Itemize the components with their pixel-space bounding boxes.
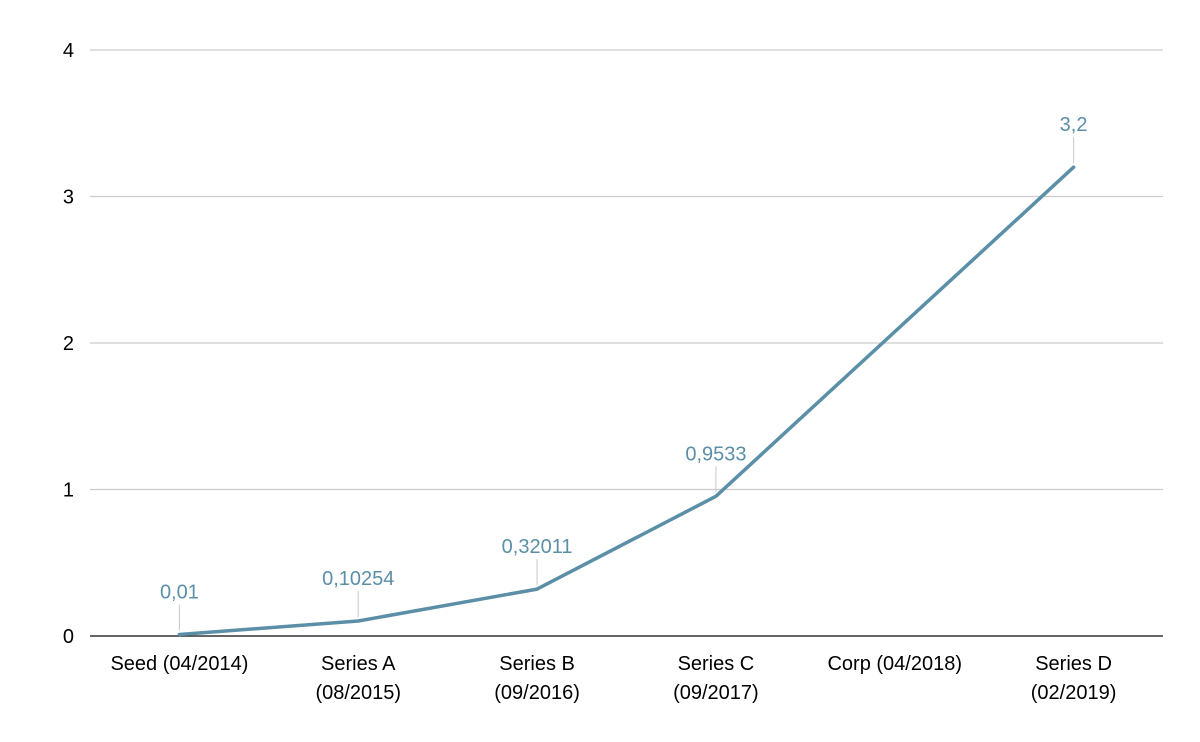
data-label: 0,9533 [685,443,746,465]
x-tick-label: Corp (04/2018) [827,653,962,675]
series-line-0 [177,165,1076,637]
y-tick-label: 4 [63,40,74,62]
y-tick-label: 2 [63,333,74,355]
y-tick-label: 0 [63,626,74,648]
series-lines [177,165,1076,637]
data-label: 0,01 [160,582,199,604]
y-tick-label: 3 [63,187,74,209]
data-label: 0,10254 [322,568,394,590]
data-label-leaders [178,137,1075,631]
x-tick-label: Seed (04/2014) [110,653,248,675]
grid-lines [90,49,1163,491]
x-tick-label: Series B (09/2016) [494,653,580,704]
x-axis-ticks: Seed (04/2014) Series A (08/2015) Series B(… [110,653,1116,704]
x-tick-label: Series C (09/2017) [673,653,759,704]
data-label: 3,2 [1060,114,1088,136]
data-label: 0,32011 [502,536,573,558]
x-tick-label: Series A (08/2015) [315,653,401,704]
data-labels: 0,01 0,10254 0,32011 0,9533 3,2 [160,114,1088,603]
x-tick-label: Series D (02/2019) [1031,653,1117,704]
y-tick-label: 1 [63,480,74,502]
y-axis-ticks: 0 1 2 3 4 [63,40,74,648]
